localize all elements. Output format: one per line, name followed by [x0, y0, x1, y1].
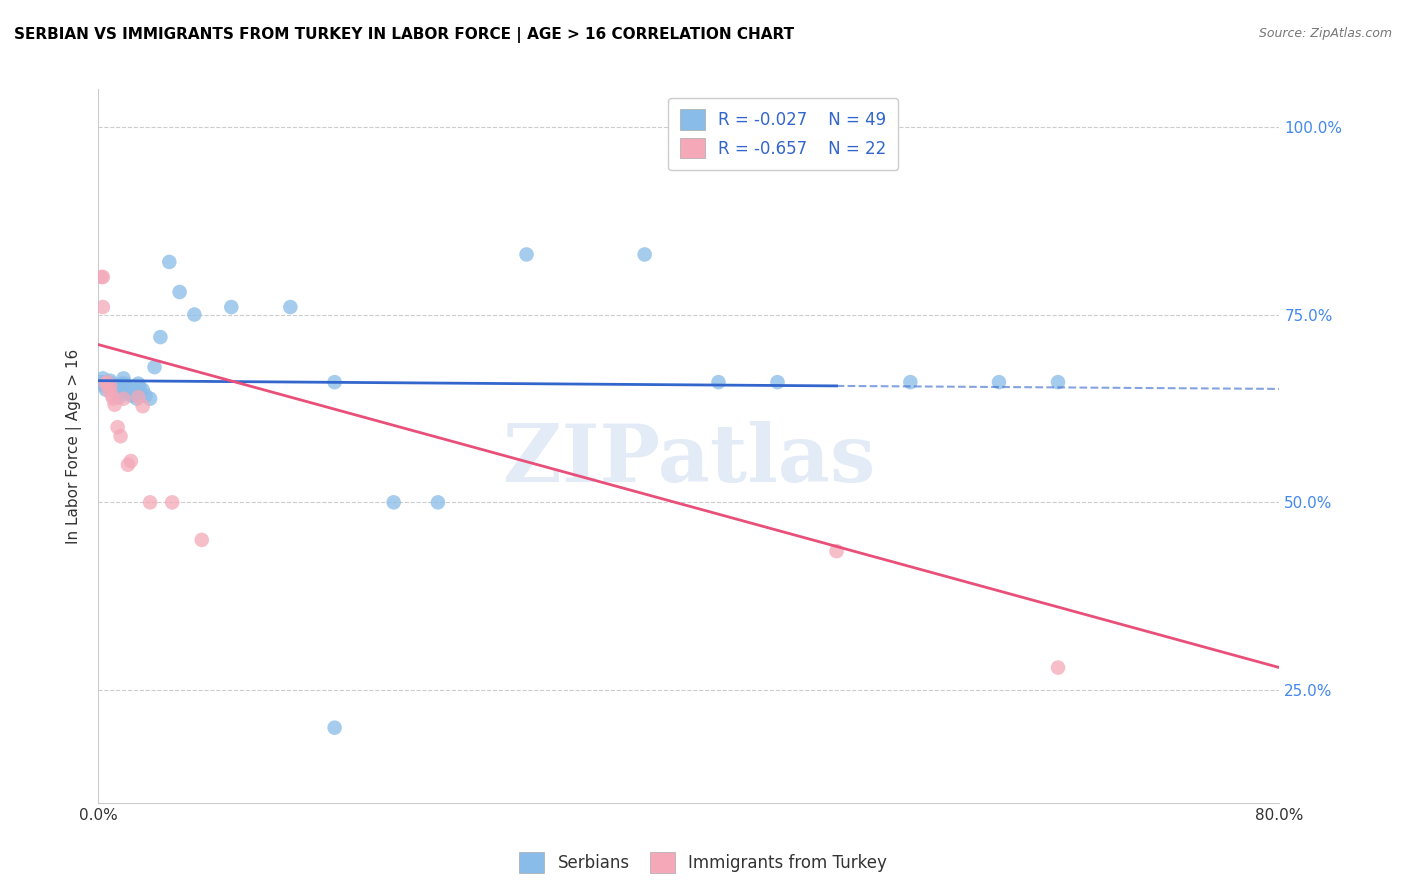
Point	[107, 420, 129, 434]
Text: Source: ZipAtlas.com: Source: ZipAtlas.com	[1258, 27, 1392, 40]
Point	[94, 376, 117, 391]
Point	[122, 383, 145, 397]
Point	[97, 376, 120, 391]
Point	[900, 375, 922, 389]
Point	[104, 383, 127, 397]
Point	[90, 270, 112, 285]
Point	[149, 330, 172, 344]
Point	[120, 454, 142, 468]
Point	[135, 389, 157, 403]
Point	[139, 392, 162, 406]
Point	[112, 371, 135, 385]
Point	[96, 375, 118, 389]
Point	[96, 375, 118, 389]
Point	[124, 388, 146, 402]
Point	[98, 379, 121, 393]
Point	[323, 375, 346, 389]
Point	[115, 381, 138, 395]
Point	[91, 300, 114, 314]
Point	[143, 360, 166, 375]
Point	[105, 384, 128, 399]
Point	[515, 247, 537, 261]
Text: SERBIAN VS IMMIGRANTS FROM TURKEY IN LABOR FORCE | AGE > 16 CORRELATION CHART: SERBIAN VS IMMIGRANTS FROM TURKEY IN LAB…	[14, 27, 794, 43]
Point	[382, 495, 405, 509]
Point	[278, 300, 302, 314]
Point	[323, 721, 346, 735]
Point	[118, 386, 141, 401]
Point	[121, 384, 143, 399]
Point	[97, 383, 120, 397]
Point	[132, 383, 155, 397]
Point	[98, 374, 121, 388]
Point	[219, 300, 242, 314]
Point	[139, 495, 162, 509]
Legend: R = -0.027    N = 49, R = -0.657    N = 22: R = -0.027 N = 49, R = -0.657 N = 22	[668, 97, 898, 169]
Point	[633, 247, 655, 261]
Point	[169, 285, 191, 299]
Point	[127, 376, 149, 391]
Point	[93, 379, 115, 393]
Point	[127, 390, 149, 404]
Point	[108, 390, 131, 404]
Point	[1046, 660, 1069, 674]
Point	[128, 381, 150, 395]
Point	[117, 384, 139, 399]
Point	[427, 495, 450, 509]
Point	[120, 389, 142, 403]
Point	[987, 375, 1010, 389]
Point	[191, 533, 214, 547]
Point	[100, 388, 122, 402]
Point	[111, 376, 134, 391]
Point	[110, 429, 132, 443]
Point	[103, 379, 125, 393]
Point	[125, 392, 148, 406]
Point	[112, 392, 135, 406]
Point	[91, 270, 114, 285]
Point	[90, 375, 112, 389]
Point	[825, 544, 848, 558]
Point	[183, 308, 205, 322]
Point	[825, 120, 848, 134]
Legend: Serbians, Immigrants from Turkey: Serbians, Immigrants from Turkey	[513, 846, 893, 880]
Point	[100, 376, 122, 391]
Point	[94, 383, 117, 397]
Point	[110, 379, 132, 393]
Point	[157, 255, 180, 269]
Point	[707, 375, 730, 389]
Point	[117, 458, 139, 472]
Text: ZIPatlas: ZIPatlas	[503, 421, 875, 500]
Point	[132, 399, 155, 413]
Point	[107, 386, 129, 401]
Point	[91, 371, 114, 385]
Y-axis label: In Labor Force | Age > 16: In Labor Force | Age > 16	[66, 349, 83, 543]
Point	[162, 495, 183, 509]
Point	[104, 398, 127, 412]
Point	[103, 392, 125, 406]
Point	[114, 376, 136, 391]
Point	[766, 375, 789, 389]
Point	[1046, 375, 1069, 389]
